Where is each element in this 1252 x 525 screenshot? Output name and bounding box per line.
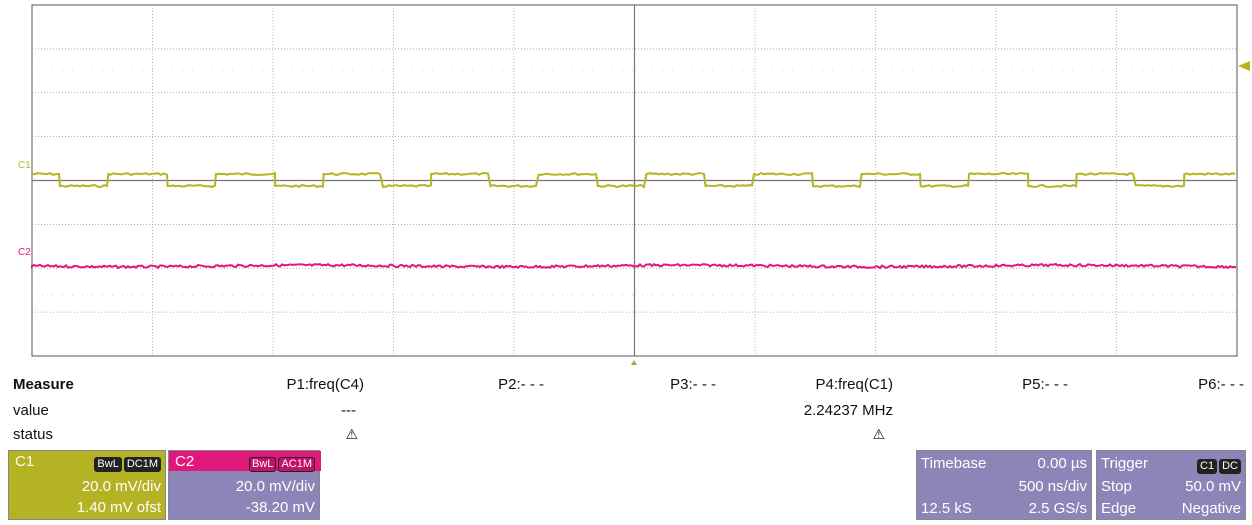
channel2-scale: 20.0 mV/div xyxy=(235,478,315,495)
timebase-samples: 12.5 kS xyxy=(921,500,972,517)
trigger-position-marker[interactable] xyxy=(628,360,640,365)
channel1-scale: 20.0 mV/div xyxy=(81,478,161,495)
param-p3-name[interactable]: P3:- - - xyxy=(670,376,716,393)
measure-value-label: value xyxy=(13,402,49,419)
channel1-label: C1 xyxy=(15,453,35,470)
trigger-source-badge: C1 xyxy=(1197,459,1218,474)
trigger-coupling-badge: DC xyxy=(1219,459,1241,474)
c1-trace xyxy=(31,171,1236,189)
timebase-label: Timebase xyxy=(921,455,987,472)
c1-trace-label: C1 xyxy=(18,160,31,171)
channel1-bandwidth-badge: BwL xyxy=(94,457,122,472)
timebase-descriptor[interactable]: Timebase 0.00 µs 500 ns/div 12.5 kS 2.5 … xyxy=(916,450,1092,520)
trigger-type: Edge xyxy=(1101,500,1137,517)
timebase-sample-rate: 2.5 GS/s xyxy=(1028,500,1087,517)
measure-status-label: status xyxy=(13,426,54,443)
channel1-coupling-badge: DC1M xyxy=(123,457,161,472)
c2-trace-label: C2 xyxy=(18,247,31,258)
grid xyxy=(31,4,1238,357)
channel2-coupling-badge: AC1M xyxy=(278,457,315,472)
param-p4-name[interactable]: P4:freq(C1) xyxy=(815,376,893,393)
channel2-descriptor[interactable]: C2 BwL AC1M 20.0 mV/div -38.20 mV xyxy=(168,450,321,520)
channel2-bandwidth-badge: BwL xyxy=(249,457,277,472)
param-p4-status-icon: ⚠ xyxy=(872,426,885,442)
trigger-descriptor[interactable]: Trigger C1 DC Stop 50.0 mV Edge Negative xyxy=(1096,450,1246,520)
timebase-delay: 0.00 µs xyxy=(1037,455,1087,472)
trigger-level-marker[interactable] xyxy=(1238,61,1250,71)
trigger-slope: Negative xyxy=(1181,500,1241,517)
param-p5-name[interactable]: P5:- - - xyxy=(1022,376,1068,393)
trigger-mode: Stop xyxy=(1101,478,1132,495)
measure-title: Measure xyxy=(13,376,74,393)
param-p1-name[interactable]: P1:freq(C4) xyxy=(286,376,364,393)
scope-display[interactable] xyxy=(0,0,1252,365)
param-p2-name[interactable]: P2:- - - xyxy=(498,376,544,393)
trigger-label: Trigger xyxy=(1101,455,1148,472)
timebase-scale: 500 ns/div xyxy=(1018,478,1087,495)
param-p4-value: 2.24237 MHz xyxy=(803,402,893,419)
channel1-descriptor[interactable]: C1 BwL DC1M 20.0 mV/div 1.40 mV ofst xyxy=(8,450,166,520)
param-p6-name[interactable]: P6:- - - xyxy=(1198,376,1244,393)
c2-trace xyxy=(31,262,1237,270)
channel1-offset: 1.40 mV ofst xyxy=(76,499,161,516)
param-p1-status-icon: ⚠ xyxy=(345,426,358,442)
channel2-offset: -38.20 mV xyxy=(245,499,315,516)
channel2-label: C2 xyxy=(175,453,195,470)
trigger-level: 50.0 mV xyxy=(1185,478,1241,495)
param-p1-value: --- xyxy=(341,402,356,419)
